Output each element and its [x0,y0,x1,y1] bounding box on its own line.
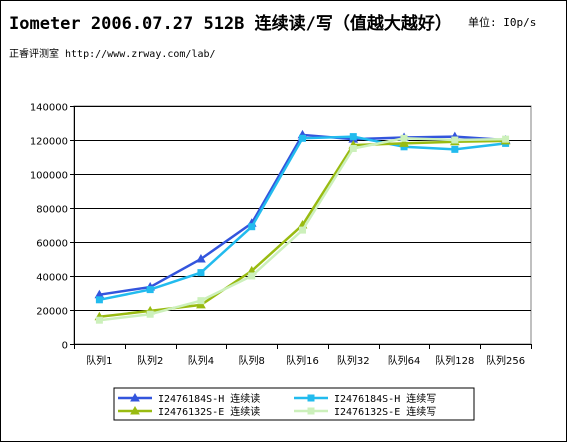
y-tick-label: 140000 [30,103,68,114]
data-point [95,316,103,324]
legend-entry: I2476132S-E 连续写 [334,405,436,418]
data-point [451,136,459,144]
y-tick-label: 0 [62,341,68,352]
x-tick-label: 队列2 [137,354,163,367]
legend-entry: I2476132S-E 连续读 [158,405,260,418]
data-point [95,296,103,304]
data-point [197,297,205,305]
x-tick-label: 队列32 [337,354,370,367]
legend-entry: I2476184S-H 连续写 [334,392,436,405]
data-point [399,138,409,147]
data-point [349,133,357,141]
legend-swatch-marker [307,407,315,415]
data-point [451,145,459,153]
x-tick-label: 队列8 [239,354,265,367]
data-point [146,286,154,294]
y-tick-label: 100000 [30,171,68,182]
legend-swatch-marker [307,394,315,402]
data-point [196,253,206,263]
data-point [248,223,256,231]
x-tick-label: 队列16 [286,354,319,367]
y-tick-label: 40000 [36,273,68,284]
y-tick-label: 60000 [36,239,68,250]
data-point [349,145,357,152]
subtitle: 正睿评测室 http://www.zrway.com/lab/ [9,49,216,60]
data-point [146,310,154,318]
unit-label: 单位: I0p/s [468,16,537,29]
x-tick-label: 队列4 [188,354,214,367]
legend [113,387,475,421]
x-tick-label: 队列256 [486,354,525,367]
legend-swatch-marker [130,392,140,402]
data-point [400,134,408,142]
chart-title: Iometer 2006.07.27 512B 连续读/写（值越大越好） [9,14,452,34]
y-tick-label: 80000 [36,205,68,216]
legend-swatch-marker [130,405,140,415]
x-tick-label: 队列1 [86,354,112,367]
data-point [299,226,306,234]
legend-entry: I2476184S-H 连续读 [158,392,260,405]
data-point [248,272,256,280]
data-point [299,134,306,142]
y-tick-label: 120000 [30,137,68,148]
data-point [196,299,206,309]
y-tick-label: 20000 [36,307,68,318]
x-tick-label: 队列64 [388,354,421,367]
x-tick-label: 队列128 [435,354,474,367]
data-point [502,135,510,143]
data-point [197,269,205,277]
